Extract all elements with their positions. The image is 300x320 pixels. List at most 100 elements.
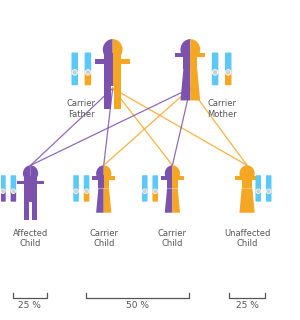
Text: Carrier
Child: Carrier Child [89,228,118,248]
FancyBboxPatch shape [85,72,91,85]
FancyBboxPatch shape [172,175,178,188]
Text: Carrier
Mother: Carrier Mother [207,100,236,119]
Wedge shape [103,39,113,60]
Circle shape [86,71,89,74]
Polygon shape [165,188,172,213]
Polygon shape [104,188,111,213]
Text: 25 %: 25 % [18,301,41,310]
Circle shape [226,70,231,75]
Circle shape [214,71,217,74]
Circle shape [75,190,77,193]
Circle shape [257,190,260,193]
FancyBboxPatch shape [71,72,78,85]
Circle shape [256,189,260,193]
FancyBboxPatch shape [113,53,121,86]
Circle shape [154,190,157,193]
Text: Unaffected
Child: Unaffected Child [224,228,270,248]
Circle shape [85,190,88,193]
FancyBboxPatch shape [71,52,78,73]
Wedge shape [23,165,31,181]
FancyBboxPatch shape [98,175,104,188]
FancyBboxPatch shape [114,86,121,109]
Circle shape [143,189,147,193]
Polygon shape [181,69,190,100]
Circle shape [213,70,218,75]
FancyBboxPatch shape [212,52,218,73]
Text: Carrier
Child: Carrier Child [158,228,187,248]
Wedge shape [190,39,200,60]
FancyBboxPatch shape [142,175,148,192]
FancyBboxPatch shape [31,176,37,202]
FancyBboxPatch shape [73,175,79,192]
FancyBboxPatch shape [236,176,242,180]
Polygon shape [239,188,247,213]
Text: Carrier
Father: Carrier Father [67,100,96,119]
FancyBboxPatch shape [92,176,98,180]
FancyBboxPatch shape [11,175,16,192]
Circle shape [85,70,90,75]
FancyBboxPatch shape [84,191,89,202]
Text: Affected
Child: Affected Child [13,228,48,248]
FancyBboxPatch shape [84,175,89,192]
Circle shape [11,189,15,193]
Circle shape [72,70,77,75]
Circle shape [2,190,4,193]
FancyBboxPatch shape [183,51,190,69]
Circle shape [143,190,146,193]
Polygon shape [172,188,180,213]
FancyBboxPatch shape [85,52,91,73]
Circle shape [85,189,88,193]
FancyBboxPatch shape [17,180,24,184]
Wedge shape [96,165,104,181]
FancyBboxPatch shape [104,175,109,188]
FancyBboxPatch shape [142,191,148,202]
FancyBboxPatch shape [0,175,6,192]
FancyBboxPatch shape [252,176,259,180]
Wedge shape [172,165,180,181]
Circle shape [12,190,15,193]
FancyBboxPatch shape [175,53,183,58]
Wedge shape [239,165,247,181]
Wedge shape [247,165,255,181]
FancyBboxPatch shape [73,191,79,202]
Polygon shape [96,188,104,213]
Wedge shape [31,165,38,181]
FancyBboxPatch shape [225,52,232,73]
FancyBboxPatch shape [0,191,6,202]
Text: 25 %: 25 % [236,301,259,310]
FancyBboxPatch shape [256,191,261,202]
Wedge shape [181,39,190,60]
Circle shape [267,189,271,193]
Polygon shape [190,69,200,100]
Circle shape [73,71,76,74]
FancyBboxPatch shape [167,175,172,188]
FancyBboxPatch shape [197,53,206,58]
Circle shape [227,71,230,74]
FancyBboxPatch shape [266,191,272,202]
FancyBboxPatch shape [32,202,37,220]
FancyBboxPatch shape [247,175,252,188]
FancyBboxPatch shape [225,72,232,85]
FancyBboxPatch shape [37,180,44,184]
FancyBboxPatch shape [104,86,111,109]
FancyBboxPatch shape [266,175,272,192]
Circle shape [153,189,157,193]
Wedge shape [104,165,111,181]
Text: 50 %: 50 % [126,301,149,310]
FancyBboxPatch shape [212,72,218,85]
Circle shape [74,189,78,193]
FancyBboxPatch shape [178,176,184,180]
Circle shape [1,189,5,193]
FancyBboxPatch shape [152,175,158,192]
Polygon shape [247,188,255,213]
FancyBboxPatch shape [95,59,104,64]
FancyBboxPatch shape [152,191,158,202]
Wedge shape [113,39,122,60]
FancyBboxPatch shape [24,202,29,220]
FancyBboxPatch shape [11,191,16,202]
Wedge shape [165,165,172,181]
FancyBboxPatch shape [121,59,130,64]
FancyBboxPatch shape [24,176,31,202]
FancyBboxPatch shape [161,176,167,180]
FancyBboxPatch shape [109,176,116,180]
